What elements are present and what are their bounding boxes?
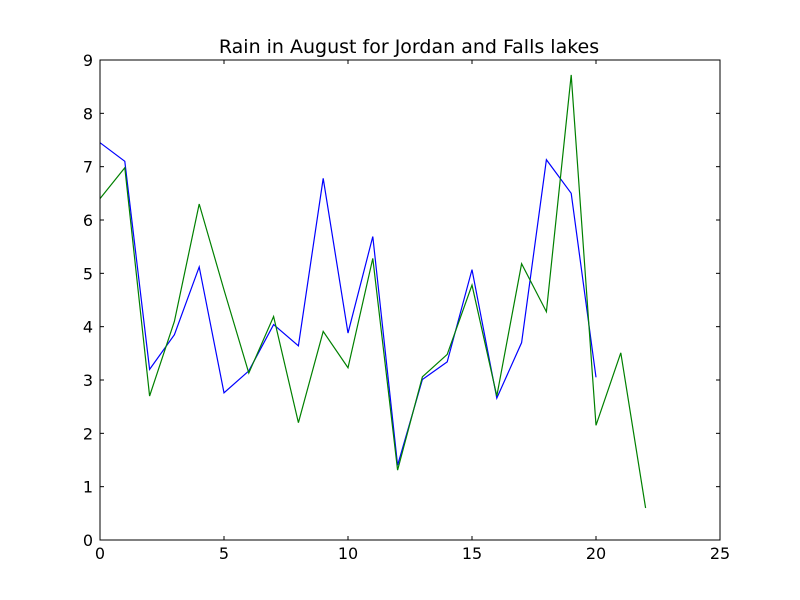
x-tick-label: 25 [710,544,730,563]
x-tick-label: 5 [219,544,229,563]
y-tick-label: 5 [83,264,93,283]
tick-labels-layer: 0 5 10 15 20 25 0 1 2 3 4 5 6 7 8 9 [83,51,730,563]
y-tick-label: 7 [83,158,93,177]
series-line-1 [99,142,597,466]
y-tick-label: 2 [83,424,93,443]
x-tick-label: 10 [338,544,358,563]
plot-frame [99,59,721,541]
x-tick-label: 15 [462,544,482,563]
y-tick-label: 0 [83,531,93,550]
y-tick-label: 3 [83,371,93,390]
series-line-2 [99,74,647,509]
x-tick-label: 0 [95,544,105,563]
y-tick-label: 8 [83,104,93,123]
y-tick-label: 4 [83,318,93,337]
y-tick-label: 1 [83,478,93,497]
y-tick-label: 9 [83,51,93,70]
series-layer [99,74,647,509]
y-tick-label: 6 [83,211,93,230]
x-tick-label: 20 [586,544,606,563]
chart-title: Rain in August for Jordan and Falls lake… [219,36,599,58]
